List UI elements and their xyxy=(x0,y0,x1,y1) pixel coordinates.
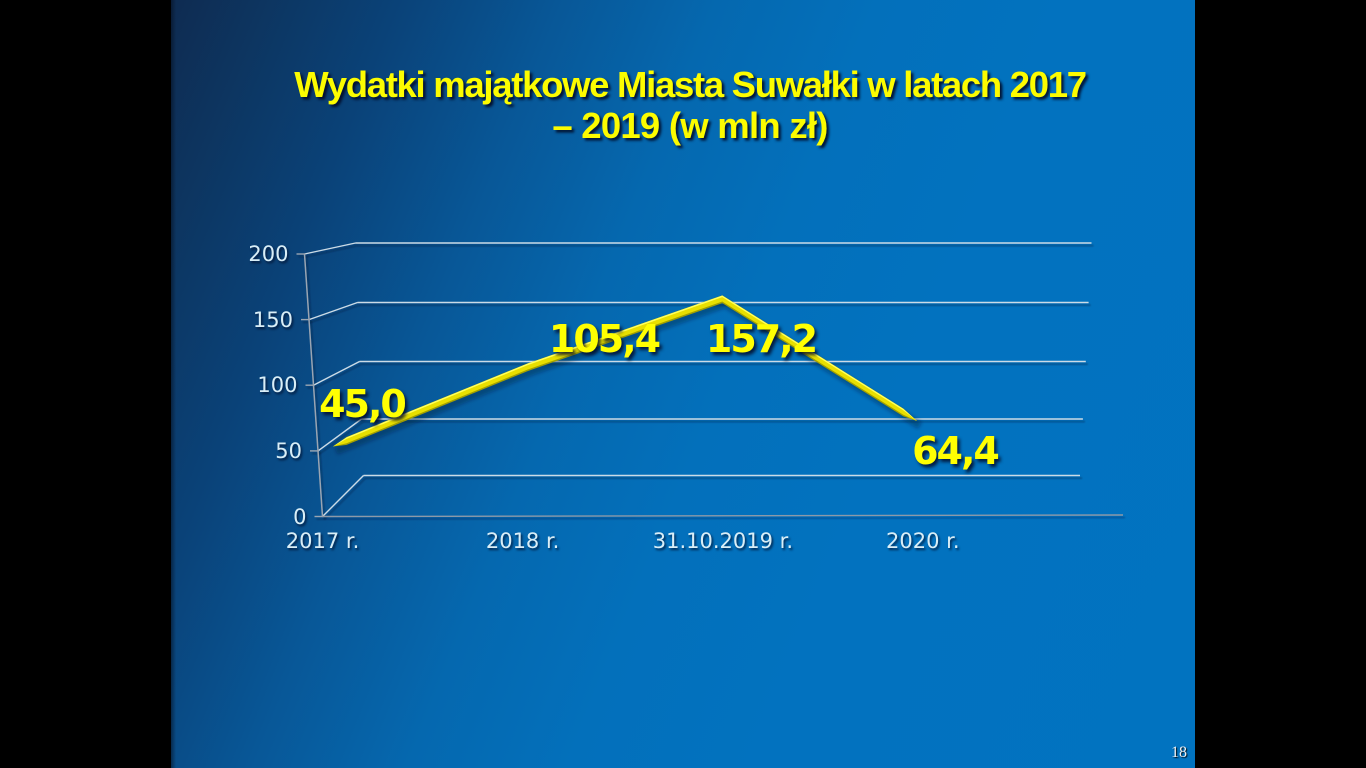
y-axis-line xyxy=(305,256,326,520)
slide: Wydatki majątkowe Miasta Suwałki w latac… xyxy=(171,0,1195,768)
x-tick-label: 31.10.2019 r. xyxy=(652,528,794,553)
y-tick-label: 200 xyxy=(248,242,289,266)
gridline-depth-connector xyxy=(313,360,360,386)
series-line xyxy=(333,295,917,447)
x-axis-line xyxy=(324,516,1126,520)
letterbox-left xyxy=(0,0,171,768)
y-tick-label: 50 xyxy=(275,438,302,463)
y-tick-label: 0 xyxy=(293,504,307,529)
x-tick-label: 2017 r. xyxy=(285,528,360,553)
slide-title: Wydatki majątkowe Miasta Suwałki w latac… xyxy=(178,64,1195,146)
gridline-depth-connector xyxy=(306,244,358,258)
gridline-depth-connector xyxy=(317,418,362,452)
data-label: 45,0 xyxy=(319,381,407,426)
data-label: 157,2 xyxy=(705,316,818,361)
slide-title-line2: – 2019 (w mln zł) xyxy=(552,104,828,146)
letterbox-right xyxy=(1195,0,1366,768)
gridline-depth-connector xyxy=(319,421,364,455)
gridlines xyxy=(296,242,1124,518)
slide-title-line1: Wydatki majątkowe Miasta Suwałki w latac… xyxy=(294,64,1087,105)
y-tick-label: 100 xyxy=(257,373,298,398)
series-ribbon-base xyxy=(333,295,917,447)
gridline-shadows xyxy=(298,244,1126,520)
x-tick-label: 2020 r. xyxy=(886,528,960,553)
gridline-depth-connector xyxy=(324,477,366,520)
line-chart xyxy=(296,242,1126,520)
gridline-depth-connector xyxy=(310,304,360,323)
y-axis-line xyxy=(303,253,324,517)
y-tick-label: 150 xyxy=(252,307,293,332)
data-label: 64,4 xyxy=(912,429,1000,473)
page-number: 18 xyxy=(1171,744,1187,761)
x-axis-line xyxy=(322,514,1124,518)
gridline-depth-connector xyxy=(322,475,364,517)
gridline-depth-connector xyxy=(304,242,356,255)
data-label: 105,4 xyxy=(548,316,661,361)
gridline-depth-connector xyxy=(308,301,358,321)
gridline-depth-connector xyxy=(315,363,362,389)
x-tick-label: 2018 r. xyxy=(485,528,560,553)
